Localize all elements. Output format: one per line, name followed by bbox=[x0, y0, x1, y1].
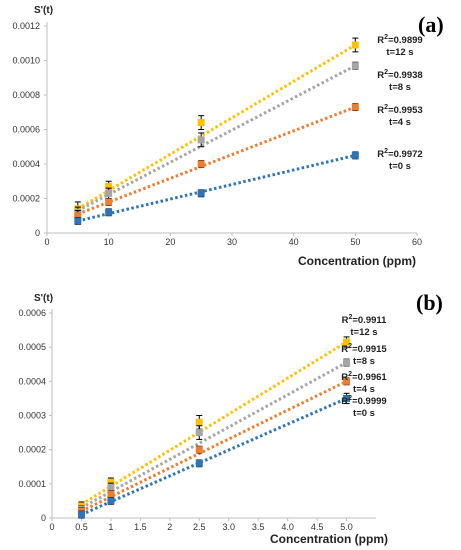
time-label: t=12 s bbox=[386, 47, 413, 58]
y-tick-label: 0 bbox=[41, 513, 46, 523]
trend-line bbox=[77, 105, 356, 216]
x-tick-label: 0 bbox=[44, 237, 49, 247]
y-tick-label: 0.0004 bbox=[18, 376, 46, 386]
x-tick-label: 60 bbox=[412, 237, 422, 247]
trend-line bbox=[80, 361, 348, 510]
data-point bbox=[107, 478, 115, 486]
x-tick-label: 5.0 bbox=[340, 522, 353, 532]
data-point bbox=[107, 497, 115, 505]
data-point bbox=[77, 511, 85, 519]
r2-label: R2=0.9899 bbox=[377, 34, 422, 46]
data-point bbox=[197, 136, 205, 144]
r2-label: R2=0.9911 bbox=[342, 314, 388, 326]
x-tick-label: 1 bbox=[108, 522, 113, 532]
trend-line bbox=[77, 64, 357, 212]
r2-label: R2=0.9999 bbox=[341, 395, 386, 407]
data-point bbox=[351, 103, 359, 111]
time-label: t=12 s bbox=[350, 327, 377, 338]
x-tick-label: 0 bbox=[49, 522, 54, 532]
x-tick-label: 20 bbox=[165, 237, 175, 247]
r2-label: R2=0.9938 bbox=[377, 69, 422, 81]
y-tick-label: 0.0003 bbox=[18, 411, 46, 421]
panel-label-a: (a) bbox=[418, 12, 444, 37]
time-label: t=4 s bbox=[389, 117, 411, 128]
panel-label-b: (b) bbox=[416, 290, 443, 315]
data-point bbox=[195, 459, 203, 467]
x-tick-label: 4.5 bbox=[311, 522, 324, 532]
data-point bbox=[343, 359, 351, 367]
y-tick-label: 0.0005 bbox=[18, 342, 46, 352]
y-tick-label: 0.0001 bbox=[18, 479, 46, 489]
data-point bbox=[195, 429, 203, 437]
data-point bbox=[105, 198, 113, 206]
time-label: t=8 s bbox=[353, 356, 375, 367]
y-tick-label: 0.0008 bbox=[12, 90, 40, 100]
x-tick-label: 2 bbox=[167, 522, 172, 532]
x-tick-label: 4.0 bbox=[281, 522, 294, 532]
data-point bbox=[343, 394, 351, 402]
chart-panel-a: (a) S'(t) Concentration (ppm) 0 0.0002 0.0… bbox=[12, 5, 443, 268]
y-tick-label: 0.0010 bbox=[12, 56, 40, 66]
y-axis-label-b: S'(t) bbox=[34, 293, 53, 304]
x-tick-label: 2.5 bbox=[193, 522, 206, 532]
data-point bbox=[105, 189, 113, 197]
chart-panel-b: (b) S'(t) Concentration (ppm) 0 0.0001 0.0… bbox=[18, 290, 442, 546]
data-point bbox=[195, 418, 203, 426]
y-tick-label: 0.0006 bbox=[12, 125, 40, 135]
x-tick-label: 40 bbox=[289, 237, 299, 247]
x-tick-label: 3.0 bbox=[222, 522, 235, 532]
r2-label: R2=0.9961 bbox=[341, 371, 387, 383]
y-tick-label: 0 bbox=[35, 228, 40, 238]
y-tick-label: 0.0002 bbox=[18, 445, 46, 455]
x-tick-label: 30 bbox=[227, 237, 237, 247]
trend-line bbox=[80, 340, 348, 506]
r2-label: R2=0.9972 bbox=[377, 148, 422, 160]
data-point bbox=[197, 160, 205, 168]
time-label: t=0 s bbox=[353, 408, 375, 419]
data-point bbox=[197, 189, 205, 197]
x-tick-label: 3.5 bbox=[252, 522, 265, 532]
data-point bbox=[351, 151, 359, 159]
data-point bbox=[105, 182, 113, 190]
y-tick-label: 0.0012 bbox=[12, 21, 40, 31]
trend-line bbox=[77, 43, 357, 211]
x-axis-label-b: Concentration (ppm) bbox=[270, 532, 388, 546]
trend-line bbox=[80, 397, 348, 516]
data-point bbox=[105, 208, 113, 216]
trend-line bbox=[80, 379, 348, 513]
data-point bbox=[197, 119, 205, 127]
r2-label: R2=0.9915 bbox=[341, 343, 387, 355]
x-tick-label: 0.5 bbox=[75, 522, 88, 532]
time-label: t=0 s bbox=[389, 161, 411, 172]
data-point bbox=[351, 41, 359, 49]
data-point bbox=[343, 377, 351, 385]
y-tick-label: 0.0006 bbox=[18, 308, 46, 318]
data-point bbox=[195, 446, 203, 454]
r2-label: R2=0.9953 bbox=[377, 104, 422, 116]
data-point bbox=[107, 490, 115, 498]
data-point bbox=[107, 483, 115, 491]
time-label: t=8 s bbox=[389, 82, 411, 93]
y-tick-label: 0.0004 bbox=[12, 159, 40, 169]
data-point bbox=[74, 212, 82, 220]
x-tick-label: 50 bbox=[350, 237, 360, 247]
time-label: t=4 s bbox=[353, 384, 375, 395]
y-tick-label: 0.0002 bbox=[12, 194, 40, 204]
data-point bbox=[74, 217, 82, 225]
x-tick-label: 1.5 bbox=[134, 522, 147, 532]
data-point bbox=[351, 62, 359, 70]
y-axis-label-a: S'(t) bbox=[34, 5, 53, 16]
data-point bbox=[343, 338, 351, 346]
x-tick-label: 10 bbox=[104, 237, 114, 247]
x-axis-label-a: Concentration (ppm) bbox=[298, 254, 416, 268]
